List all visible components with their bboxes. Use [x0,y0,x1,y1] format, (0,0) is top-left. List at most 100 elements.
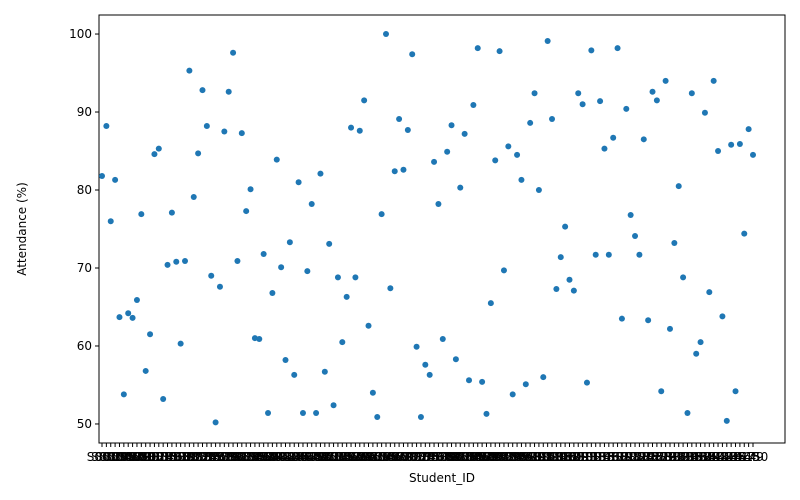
point [177,340,184,347]
x-tick-label: S050 [301,450,332,464]
x-tick-label: S076 [414,450,445,464]
point [741,230,748,237]
point [282,357,289,364]
x-tick-label: S003 [95,450,126,464]
point [334,274,341,281]
x-tick-label: S122 [615,450,646,464]
x-tick-label: S068 [379,450,410,464]
x-tick-label: S040 [257,450,288,464]
point [299,410,306,417]
x-tick-label: S108 [554,450,585,464]
x-tick-label: S012 [135,450,166,464]
point [133,296,140,303]
point [256,335,263,342]
x-tick-label: S006 [109,450,140,464]
point [570,287,577,294]
point [203,123,210,130]
y-tick-label: 100 [69,27,92,41]
y-axis-label: Attendance (%) [15,182,29,276]
x-tick-label: S043 [270,450,301,464]
point [579,101,586,108]
x-tick-label: S088 [467,450,498,464]
point [182,257,189,264]
x-tick-label: S112 [572,450,603,464]
x-tick-label: S095 [497,450,528,464]
point [330,402,337,409]
x-tick-label: S137 [681,450,712,464]
x-tick-label: S127 [637,450,668,464]
point [212,419,219,426]
point [291,371,298,378]
x-tick-label: S041 [261,450,292,464]
point [404,126,411,133]
x-tick-label: S034 [231,450,262,464]
x-tick-label: S096 [502,450,533,464]
x-tick-label: S081 [436,450,467,464]
point [457,184,464,191]
point [728,141,735,148]
plot-frame [98,14,786,444]
point [142,367,149,374]
point [186,67,193,74]
point [588,47,595,54]
point [260,250,267,257]
x-tick-label: S094 [493,450,524,464]
point [352,274,359,281]
point [666,325,673,332]
x-tick-label: S075 [410,450,441,464]
x-tick-label: S111 [567,450,598,464]
point [461,130,468,137]
x-tick-label: S061 [349,450,380,464]
point [361,97,368,104]
point [448,122,455,129]
point [221,128,228,135]
x-tick-label: S039 [253,450,284,464]
x-tick-label: S001 [87,450,118,464]
point [317,170,324,177]
point [592,251,599,258]
point [649,88,656,95]
x-tick-label: S114 [580,450,611,464]
x-tick-label: S069 [384,450,415,464]
point [238,130,245,137]
x-tick-label: S150 [738,450,769,464]
x-tick-label: S058 [336,450,367,464]
x-tick-label: S074 [406,450,437,464]
x-tick-label: S009 [122,450,153,464]
point [627,211,634,218]
x-tick-label: S141 [698,450,729,464]
point [684,410,691,417]
point [496,48,503,55]
x-tick-label: S125 [629,450,660,464]
x-tick-label: S045 [279,450,310,464]
point [452,356,459,363]
x-tick-label: S026 [196,450,227,464]
x-tick-label: S005 [104,450,135,464]
point [435,201,442,208]
x-tick-label: S057 [331,450,362,464]
point [505,143,512,150]
point [614,45,621,52]
point [369,389,376,396]
point [151,151,158,158]
point [107,218,114,225]
x-tick-label: S024 [187,450,218,464]
point [339,339,346,346]
x-tick-label: S082 [441,450,472,464]
x-tick-label: S138 [685,450,716,464]
x-tick-label: S119 [602,450,633,464]
point [396,116,403,123]
point [710,77,717,84]
x-tick-label: S103 [532,450,563,464]
x-tick-label: S129 [646,450,677,464]
x-tick-label: S032 [222,450,253,464]
y-tick-label: 80 [77,183,92,197]
x-tick-label: S107 [550,450,581,464]
point [701,109,708,116]
y-tick-label: 50 [77,417,92,431]
x-tick-label: S023 [183,450,214,464]
x-tick-label: S002 [91,450,122,464]
x-tick-label: S064 [362,450,393,464]
x-tick-label: S053 [314,450,345,464]
